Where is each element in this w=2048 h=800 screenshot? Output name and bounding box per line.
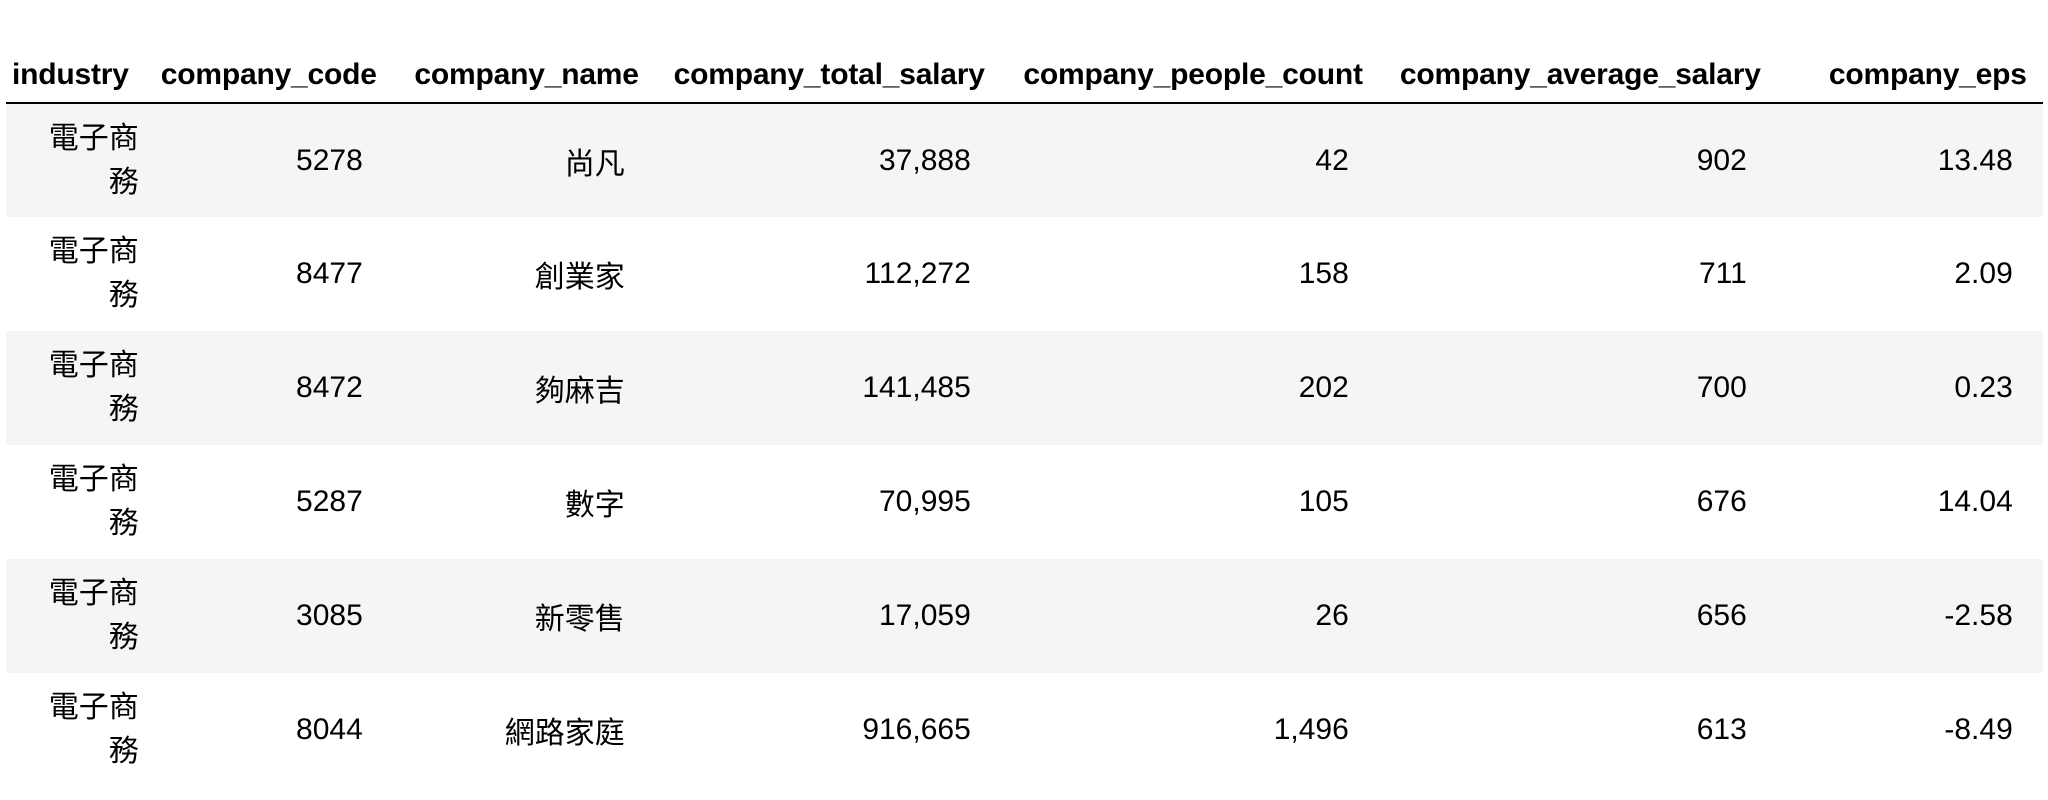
cell-company-name: 網路家庭 [504,717,625,750]
industry-text: 電子商務 [48,463,139,540]
header-company-name: company_name [392,48,655,104]
cell-company-total-salary: 916,665 [862,713,971,746]
table-body: 電子商務 5278 尚凡 37,888 42 902 13.48 電子商務 84… [6,103,2043,787]
industry-text: 電子商務 [48,691,139,768]
cell-company-people-count: 1,496 [1273,713,1349,746]
cell-industry: 電子商務 [6,559,145,673]
header-company-eps: company_eps [1776,48,2043,104]
table-row: 電子商務 5278 尚凡 37,888 42 902 13.48 [6,103,2043,217]
table-header: industry company_code company_name compa… [6,48,2043,104]
table-row: 電子商務 3085 新零售 17,059 26 656 -2.58 [6,559,2043,673]
header-company-total-salary: company_total_salary [654,48,1001,104]
cell-company-total-salary: 17,059 [879,599,971,632]
cell-company-eps: -2.58 [1944,599,2013,632]
cell-company-people-count: 158 [1298,257,1349,290]
cell-industry: 電子商務 [6,445,145,559]
industry-text: 電子商務 [48,121,139,199]
cell-company-eps: 14.04 [1937,485,2013,518]
header-industry: industry [6,48,145,104]
cell-company-eps: 2.09 [1954,257,2013,290]
cell-company-people-count: 42 [1315,143,1349,177]
cell-company-code: 8044 [296,713,363,746]
dataframe-table: industry company_code company_name compa… [6,48,2043,787]
cell-company-average-salary: 613 [1696,713,1747,746]
header-company-people-count: company_people_count [1000,48,1379,104]
header-company-code: company_code [144,48,393,104]
header-company-average-salary: company_average_salary [1378,48,1777,104]
cell-company-name: 數字 [564,489,625,522]
cell-company-average-salary: 711 [1698,257,1747,290]
table-row: 電子商務 8472 夠麻吉 141,485 202 700 0.23 [6,331,2043,445]
cell-company-average-salary: 902 [1696,143,1747,177]
cell-company-name: 新零售 [534,603,625,636]
cell-company-people-count: 105 [1298,485,1349,518]
cell-company-total-salary: 141,485 [862,371,971,404]
table-row: 電子商務 8044 網路家庭 916,665 1,496 613 -8.49 [6,673,2043,787]
industry-text: 電子商務 [48,577,139,654]
industry-text: 電子商務 [48,235,139,312]
cell-company-code: 5287 [296,485,363,518]
dataframe-table-container: industry company_code company_name compa… [6,48,2043,787]
cell-company-name: 創業家 [534,261,625,294]
cell-company-total-salary: 37,888 [879,143,971,177]
cell-company-code: 5278 [296,143,363,177]
industry-text: 電子商務 [48,349,139,426]
cell-company-code: 8472 [296,371,363,404]
cell-company-average-salary: 656 [1696,599,1747,632]
cell-industry: 電子商務 [6,673,145,787]
table-row: 電子商務 5287 數字 70,995 105 676 14.04 [6,445,2043,559]
cell-company-average-salary: 700 [1696,371,1747,404]
cell-company-eps: 13.48 [1937,143,2013,177]
cell-industry: 電子商務 [6,217,145,331]
cell-company-code: 3085 [296,599,363,632]
cell-company-name: 夠麻吉 [534,375,625,408]
cell-company-total-salary: 112,272 [864,257,971,290]
cell-company-total-salary: 70,995 [879,485,971,518]
cell-company-people-count: 202 [1298,371,1349,404]
cell-company-eps: -8.49 [1944,713,2013,746]
table-row: 電子商務 8477 創業家 112,272 158 711 2.09 [6,217,2043,331]
cell-company-name: 尚凡 [564,147,625,181]
cell-company-average-salary: 676 [1696,485,1747,518]
cell-company-people-count: 26 [1315,599,1349,632]
cell-company-code: 8477 [296,257,363,290]
header-row: industry company_code company_name compa… [6,48,2043,104]
cell-industry: 電子商務 [6,331,145,445]
cell-company-eps: 0.23 [1954,371,2013,404]
cell-industry: 電子商務 [6,103,145,217]
